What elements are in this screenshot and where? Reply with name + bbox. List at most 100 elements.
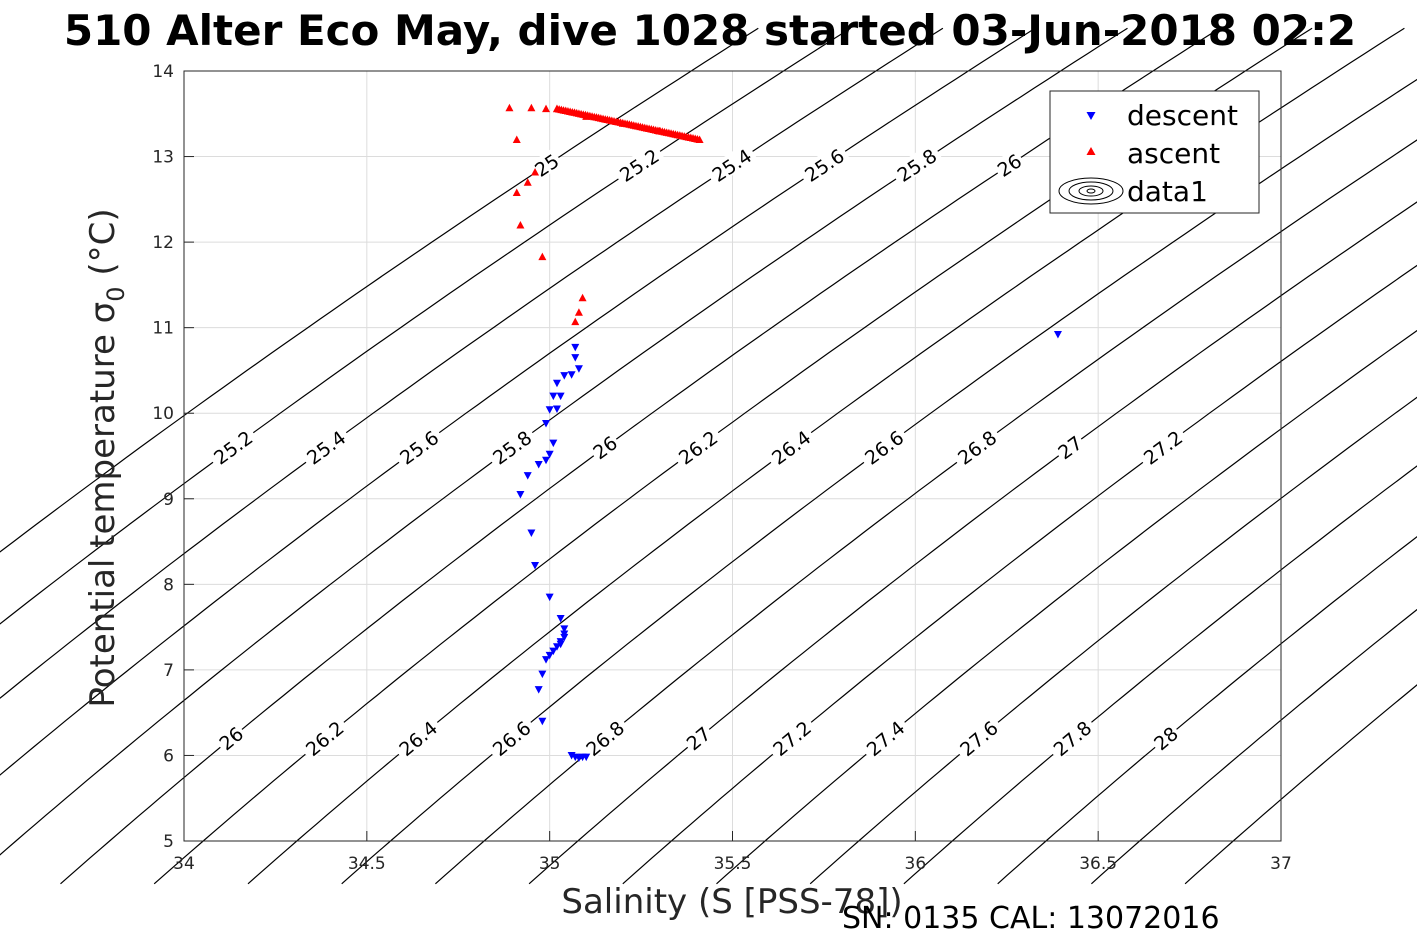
contour-label-bg xyxy=(206,423,259,470)
legend-box xyxy=(1049,90,1260,214)
descent-point xyxy=(542,456,551,465)
contour-label-bg xyxy=(612,142,666,187)
descent-point xyxy=(527,529,536,537)
descent-point xyxy=(545,450,554,459)
contour-label-bg xyxy=(765,713,817,762)
serial-calibration-note: SN: 0135 CAL: 13072016 xyxy=(842,901,1220,936)
descent-point xyxy=(545,406,554,414)
x-tick-label: 35 xyxy=(539,854,561,874)
x-tick-label: 36.5 xyxy=(1079,854,1117,874)
descent-point xyxy=(556,640,565,649)
descent-point xyxy=(531,562,540,570)
y-tick-label: 13 xyxy=(152,148,174,168)
ascent-point xyxy=(516,221,525,229)
ascent-point xyxy=(512,188,521,196)
y-axis-label-main: Potential temperature σ xyxy=(83,302,123,708)
legend-descent-label: descent xyxy=(1127,99,1238,132)
x-axis-ticks: 34 34.5 35 35.5 36 36.5 37 xyxy=(173,831,1292,874)
isopycnal-line xyxy=(1184,684,1417,885)
ascent-point xyxy=(538,252,547,261)
descent-point xyxy=(560,625,569,633)
contour-label-bg xyxy=(991,148,1026,181)
x-tick-label: 34 xyxy=(173,854,195,874)
contour-label-bg xyxy=(704,142,758,187)
descent-point xyxy=(549,439,558,448)
contour-label-bg xyxy=(857,423,910,470)
contour-label-bg xyxy=(485,423,538,470)
x-axis-label: Salinity (S [PSS-78]) xyxy=(561,882,902,922)
y-tick-label: 8 xyxy=(163,575,174,595)
ascent-point xyxy=(693,134,702,143)
descent-point xyxy=(545,593,554,602)
legend-ascent-marker xyxy=(1086,147,1096,155)
contour-label-bg xyxy=(1136,423,1189,470)
contour-label-bg xyxy=(671,423,724,470)
y-axis-label-unit: (°C) xyxy=(83,208,123,286)
y-axis-ticks: 5 6 7 8 9 10 11 12 13 14 xyxy=(152,62,194,852)
contour-label-bg xyxy=(797,142,851,187)
contour-label-bg xyxy=(485,713,537,762)
legend-data1-label: data1 xyxy=(1127,175,1208,208)
ascent-point xyxy=(542,104,551,113)
descent-point xyxy=(523,472,532,480)
y-tick-label: 11 xyxy=(152,319,174,339)
contour-label-bg xyxy=(1052,430,1087,463)
descent-point xyxy=(552,643,561,651)
contour-label-bg xyxy=(859,713,911,762)
descent-point xyxy=(549,647,558,656)
descent-point xyxy=(556,615,565,623)
ascent-point xyxy=(574,308,583,316)
descent-point xyxy=(574,365,583,373)
isopycnal-line xyxy=(1090,608,1417,885)
legend: descent ascent data1 xyxy=(1049,90,1260,214)
ascent-point xyxy=(527,103,536,112)
descent-point xyxy=(571,354,580,362)
legend-ascent-label: ascent xyxy=(1127,137,1220,170)
chart-title: 510 Alter Eco May, dive 1028 started 03-… xyxy=(64,6,1356,55)
descent-point xyxy=(534,461,543,469)
y-tick-label: 12 xyxy=(152,233,174,253)
contour-label-bg xyxy=(889,142,943,187)
descent-point xyxy=(516,491,525,499)
descent-point xyxy=(1053,331,1062,339)
descent-point xyxy=(556,392,565,401)
ascent-point xyxy=(523,178,532,186)
descent-point xyxy=(534,686,543,694)
contour-label-bg xyxy=(299,423,352,470)
x-tick-label: 37 xyxy=(1270,854,1292,874)
y-tick-label: 7 xyxy=(163,661,174,681)
descent-point xyxy=(549,392,558,401)
contour-label-bg xyxy=(298,713,350,762)
x-tick-label: 34.5 xyxy=(348,854,386,874)
descent-point xyxy=(552,405,561,413)
contour-label-bg xyxy=(391,713,444,762)
legend-descent-marker xyxy=(1086,112,1096,120)
ascent-point xyxy=(578,293,587,302)
y-tick-label: 14 xyxy=(152,62,174,82)
contour-label-bg xyxy=(952,713,1004,762)
ascent-point xyxy=(505,103,514,112)
y-axis-label-subscript: 0 xyxy=(102,286,130,301)
contour-label-bg xyxy=(764,423,817,470)
descent-point xyxy=(538,670,547,679)
y-axis-label: Potential temperature σ0 (°C) xyxy=(83,208,130,707)
descent-point xyxy=(542,419,551,428)
descent-point xyxy=(567,371,576,379)
ascent-point xyxy=(531,167,540,176)
data-points xyxy=(505,103,1062,763)
descent-point xyxy=(542,656,551,664)
y-tick-label: 10 xyxy=(152,404,174,424)
ascent-point xyxy=(571,317,580,326)
x-tick-label: 36 xyxy=(905,854,927,874)
contour-label-bg xyxy=(1148,720,1183,755)
contour-label-bg xyxy=(528,148,564,181)
descent-point xyxy=(560,372,569,380)
descent-point xyxy=(560,633,569,642)
contour-label-bg xyxy=(587,430,622,463)
descent-point xyxy=(552,379,561,388)
contour-label-bg xyxy=(950,423,1003,470)
descent-point xyxy=(571,343,580,352)
contour-label-bg xyxy=(578,713,630,762)
y-tick-label: 5 xyxy=(163,832,174,852)
